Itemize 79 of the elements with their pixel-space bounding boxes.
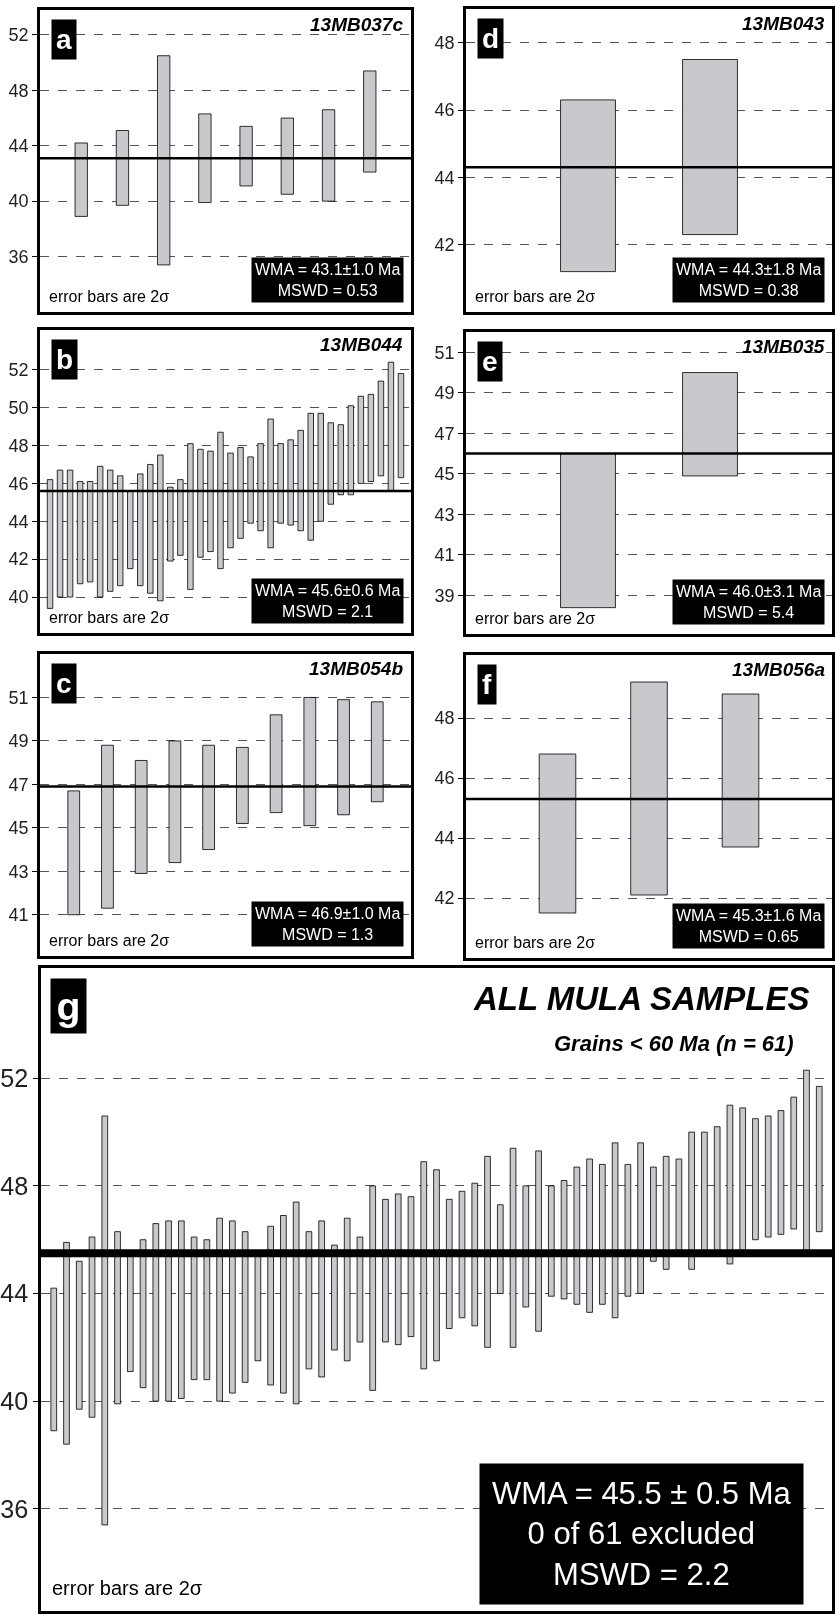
annotation: e [482, 346, 498, 377]
y-tick-label: 52 [0, 1064, 29, 1093]
y-tick-label: 48 [8, 80, 29, 101]
annotation: error bars are 2σ [52, 1577, 203, 1599]
annotation: WMA = 46.9±1.0 Ma MSWD = 1.3 [255, 905, 401, 943]
y-tick-label: 44 [434, 828, 455, 849]
y-tick-label: 44 [434, 167, 455, 188]
y-tick-label: 44 [8, 136, 29, 157]
annotation: error bars are 2σ [49, 609, 170, 626]
y-tick-label: 47 [8, 774, 29, 795]
y-tick-label: 40 [8, 191, 29, 212]
chart-title: 13MB037c [310, 14, 404, 35]
bar [752, 1118, 759, 1241]
bar [764, 1115, 772, 1238]
y-tick-label: 49 [434, 383, 455, 404]
annotation: g [56, 984, 81, 1028]
y-tick-label: 46 [434, 768, 455, 789]
annotation: error bars are 2σ [475, 288, 596, 305]
y-tick-label: 51 [434, 342, 455, 363]
y-tick-label: 40 [8, 587, 29, 608]
annotation: error bars are 2σ [475, 934, 596, 951]
y-tick-label: 36 [8, 246, 29, 267]
annotation: WMA = 46.0±3.1 Ma MSWD = 5.4 [676, 583, 822, 621]
y-tick-label: 48 [8, 435, 29, 456]
y-tick-label: 47 [434, 423, 455, 444]
y-tick-label: 41 [8, 905, 29, 926]
annotation: error bars are 2σ [49, 932, 170, 949]
y-tick-label: 42 [434, 234, 455, 255]
y-tick-label: 46 [434, 100, 455, 121]
text: Grains < 60 Ma (n = 61) [554, 1031, 794, 1056]
annotation: c [56, 668, 72, 699]
y-tick-label: 50 [8, 397, 29, 418]
y-tick-label: 44 [0, 1279, 29, 1308]
annotation: WMA = 45.6±0.6 Ma MSWD = 2.1 [255, 582, 401, 620]
annotation: a [56, 24, 72, 55]
y-tick-label: 42 [434, 888, 455, 909]
annotation: WMA = 44.3±1.8 Ma MSWD = 0.38 [676, 261, 822, 299]
y-tick-label: 48 [434, 32, 455, 53]
annotation: WMA = 45.3±1.6 Ma MSWD = 0.65 [676, 907, 822, 945]
bar [815, 1085, 823, 1233]
bar [67, 790, 81, 916]
y-tick-label: 51 [8, 687, 29, 708]
y-tick-label: 42 [8, 549, 29, 570]
bar [76, 1260, 83, 1410]
y-tick-label: 43 [8, 861, 29, 882]
chart-title: ALL MULA SAMPLES [473, 980, 810, 1017]
chart-title: 13MB044 [320, 334, 403, 355]
bar [777, 1110, 785, 1235]
bar [790, 1096, 797, 1230]
bar [397, 373, 405, 479]
chart-title: 13MB054b [309, 658, 404, 679]
y-tick-label: 48 [0, 1171, 29, 1200]
annotation: d [482, 23, 500, 54]
annotation: WMA = 45.5 ± 0.5 Ma 0 of 61 excluded MSWD = 2.2 [492, 1476, 792, 1592]
y-tick-label: 52 [8, 25, 29, 46]
bar [50, 1287, 58, 1432]
y-tick-label: 49 [8, 731, 29, 752]
y-tick-label: 45 [434, 464, 455, 485]
y-tick-label: 48 [434, 708, 455, 729]
annotation: f [482, 669, 492, 700]
y-tick-label: 36 [0, 1494, 29, 1523]
bar [377, 380, 385, 477]
chart-title: 13MB035 [742, 336, 825, 357]
y-tick-label: 41 [434, 545, 455, 566]
chart-title: 13MB056a [732, 659, 826, 680]
bar [357, 395, 365, 484]
y-tick-label: 43 [434, 504, 455, 525]
annotation: WMA = 43.1±1.0 Ma MSWD = 0.53 [255, 261, 401, 299]
annotation: error bars are 2σ [49, 288, 170, 305]
y-tick-label: 39 [434, 585, 455, 606]
y-tick-label: 46 [8, 473, 29, 494]
annotation: error bars are 2σ [475, 610, 596, 627]
chart-title: 13MB043 [742, 13, 825, 34]
y-tick-label: 45 [8, 818, 29, 839]
bar [367, 393, 375, 482]
annotation: b [56, 344, 74, 375]
y-tick-label: 52 [8, 360, 29, 381]
y-tick-label: 44 [8, 511, 29, 532]
y-tick-label: 40 [0, 1386, 29, 1415]
